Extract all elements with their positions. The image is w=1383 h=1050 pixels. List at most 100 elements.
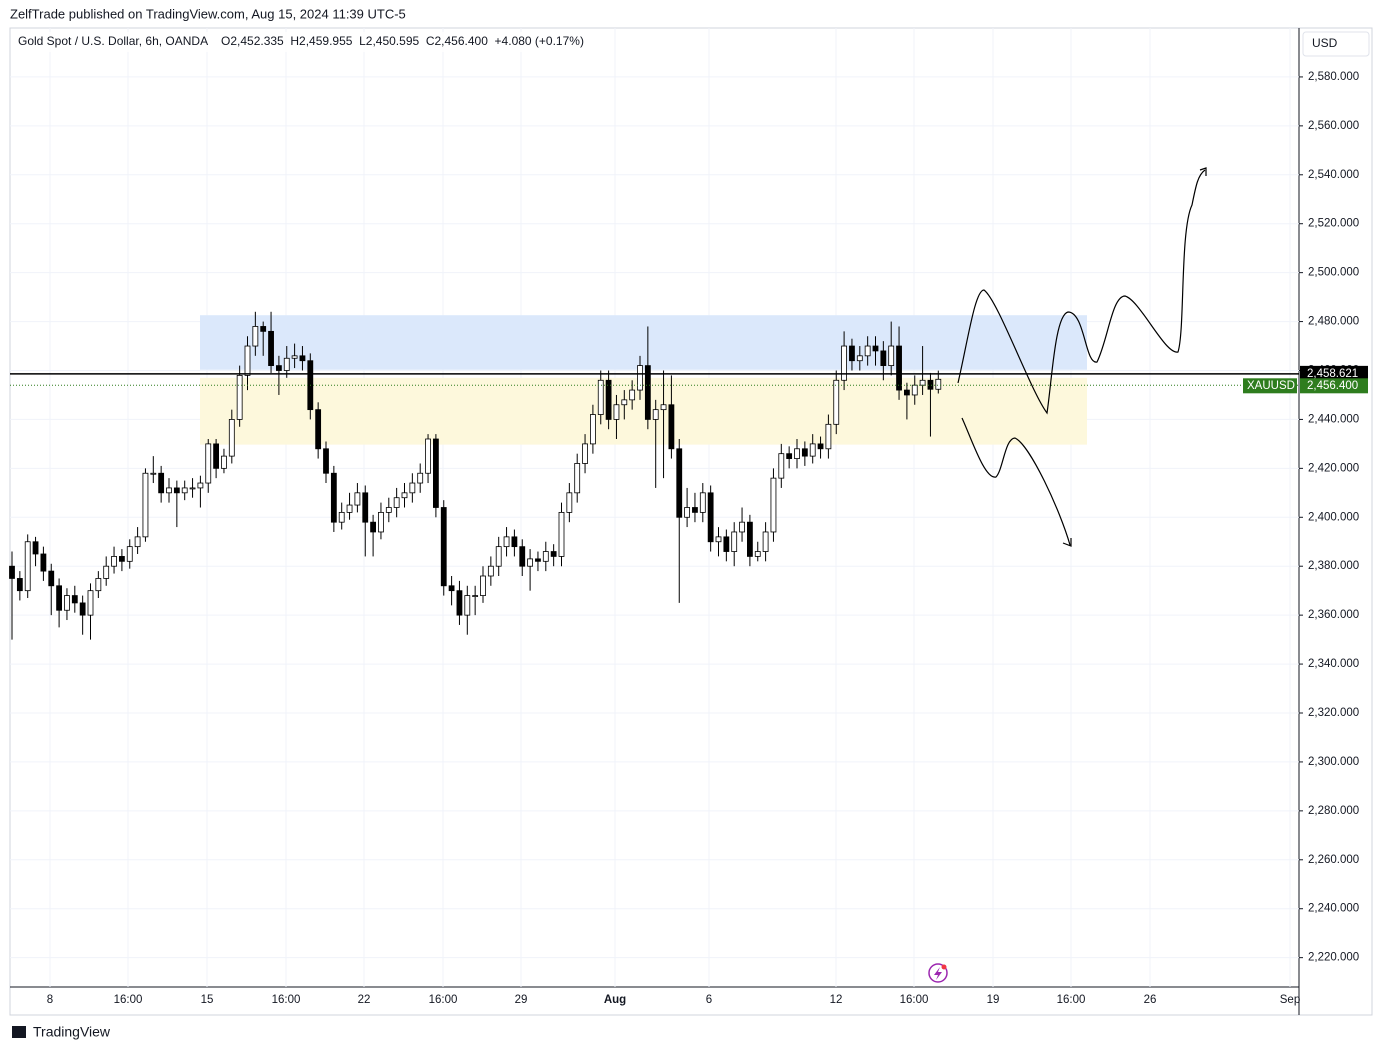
candle-body (880, 350, 887, 367)
candle-body (283, 357, 290, 371)
legend-bg (14, 32, 614, 52)
x-tick-label: 19 (987, 994, 1000, 1006)
candle-body (299, 355, 306, 362)
y-tick-label: 2,340.000 (1308, 658, 1359, 670)
y-tick-label: 2,280.000 (1308, 805, 1359, 817)
candle-body (731, 531, 738, 552)
candle-body (111, 556, 117, 567)
candle-body (794, 448, 800, 459)
candle-body (166, 487, 172, 494)
y-tick-label: 2,540.000 (1308, 169, 1359, 181)
candle-body (699, 492, 706, 513)
candle-body (613, 404, 620, 420)
y-tick-label: 2,360.000 (1308, 609, 1359, 621)
x-tick-label: 29 (515, 994, 528, 1006)
candle-body (79, 602, 86, 616)
candle-body (126, 546, 133, 562)
candle-body (511, 536, 518, 548)
candle-body (676, 448, 683, 518)
x-tick-label: 22 (358, 994, 371, 1006)
candle-body (904, 389, 910, 396)
candle-body (911, 384, 918, 396)
candle-body (432, 438, 439, 508)
candle-body (605, 379, 612, 420)
candle-body (330, 472, 337, 523)
candle-body (590, 414, 596, 445)
candle-body (346, 504, 353, 513)
candle-body (692, 507, 698, 513)
candle-body (841, 345, 847, 381)
candle-body (770, 477, 777, 533)
y-tick-label: 2,440.000 (1308, 413, 1359, 425)
candle-body (833, 379, 840, 425)
candle-body (71, 595, 78, 604)
candle-body (268, 330, 274, 367)
candle-body (24, 541, 31, 592)
currency-button[interactable] (1302, 31, 1370, 57)
grid (10, 28, 1299, 987)
candle-body (864, 345, 871, 357)
candle-body (872, 345, 879, 352)
x-tick-label: 16:00 (900, 994, 929, 1006)
hline-label: 2,458.621 (1307, 368, 1358, 380)
candle-body (244, 345, 251, 376)
candle-body (652, 409, 659, 420)
candle-body (825, 423, 832, 450)
candle-body (472, 595, 479, 597)
y-tick-label: 2,480.000 (1308, 316, 1359, 328)
candle-body (158, 472, 165, 494)
candle-body (370, 521, 377, 533)
last-price-bg (1300, 378, 1368, 394)
candle-body (495, 546, 502, 567)
candle-body (236, 374, 243, 420)
y-tick-label: 2,260.000 (1308, 854, 1359, 866)
candle-body (150, 472, 157, 475)
x-tick-label: 6 (706, 994, 712, 1006)
candle-body (134, 536, 141, 548)
candle-body (95, 578, 102, 592)
arrow-up-path (957, 169, 1206, 415)
candle-body (535, 558, 541, 562)
candle-body (684, 507, 690, 518)
symbol-label-bg (1243, 378, 1297, 394)
event-dot (941, 964, 947, 970)
y-tick-label: 2,320.000 (1308, 707, 1359, 719)
candle-body (197, 482, 204, 489)
candle-body (40, 553, 47, 572)
candle-body (378, 511, 384, 533)
candle-body (715, 536, 722, 543)
zone (200, 377, 1087, 445)
candle-body (213, 443, 220, 469)
candle-body (597, 379, 604, 415)
candle-body (181, 487, 188, 494)
candle-body (119, 556, 125, 562)
candle-body (425, 438, 431, 474)
symbol-label: XAUUSD (1247, 380, 1295, 392)
zones (200, 315, 1087, 445)
candle-body (856, 355, 863, 362)
candle-body (64, 595, 70, 611)
arrow-down-path (961, 417, 1071, 546)
y-tick-label: 2,220.000 (1308, 952, 1359, 964)
y-tick-label: 2,580.000 (1308, 71, 1359, 83)
candle-body (385, 507, 392, 513)
candle-body (323, 448, 329, 474)
candle-body (503, 536, 510, 548)
candle-body (228, 419, 235, 457)
candle-body (32, 541, 39, 555)
candle-body (252, 326, 259, 347)
hline-label-bg (1300, 365, 1368, 381)
candle-body (142, 472, 149, 538)
candle-body (527, 558, 533, 567)
y-tick-label: 2,520.000 (1308, 218, 1359, 230)
candle-body (660, 404, 667, 411)
candle-body (487, 565, 494, 577)
header: ZelfTrade published on TradingView.com, … (10, 6, 406, 21)
candle-body (927, 379, 934, 390)
arrowhead (1199, 167, 1207, 176)
candle-body (393, 497, 400, 508)
zone (200, 315, 1087, 370)
candle-body (417, 472, 424, 484)
candle-body (707, 492, 714, 543)
x-tick-label: 16:00 (429, 994, 458, 1006)
